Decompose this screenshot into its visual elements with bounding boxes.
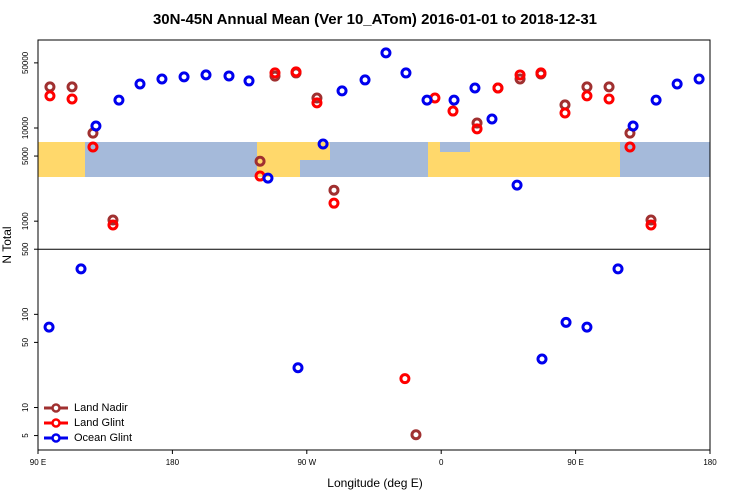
point [311,97,323,109]
point [560,316,572,328]
point [447,105,459,117]
point [43,321,55,333]
point [317,138,329,150]
point [645,219,657,231]
point [223,70,235,82]
y-tick-label: 10 [21,403,30,412]
y-tick-label: 10000 [21,116,30,139]
point [134,78,146,90]
point [113,94,125,106]
point [471,117,483,129]
point [336,85,348,97]
point [156,73,168,85]
point [410,429,422,441]
point [66,93,78,105]
x-tick-label: 0 [439,458,444,467]
x-tick-label: 90 E [30,458,46,467]
legend-label: Ocean Glint [74,432,132,444]
point [254,155,266,167]
point [627,120,639,132]
point [492,82,504,94]
y-tick-label: 50 [21,337,30,346]
point [559,107,571,119]
legend-label: Land Nadir [74,402,128,414]
point [471,123,483,135]
point [66,81,78,93]
point [290,66,302,78]
point [200,69,212,81]
x-tick-label: 180 [166,458,180,467]
point [380,47,392,59]
point [87,141,99,153]
point [399,373,411,385]
y-tick-label: 500 [21,242,30,256]
y-tick-label: 5 [21,433,30,438]
point [107,219,119,231]
point [243,75,255,87]
legend-marker [51,433,61,443]
legend-label: Land Glint [74,417,124,429]
point [603,93,615,105]
point [90,120,102,132]
point [44,90,56,102]
x-tick-label: 90 W [297,458,316,467]
point [469,82,481,94]
point [400,67,412,79]
point [514,73,526,85]
point [581,90,593,102]
point [536,353,548,365]
point [311,92,323,104]
plot-frame [37,39,711,451]
point [448,94,460,106]
point [624,141,636,153]
point [178,71,190,83]
point [292,362,304,374]
y-tick-label: 50000 [21,51,30,74]
chart-title: 30N-45N Annual Mean (Ver 10_ATom) 2016-0… [153,11,597,28]
point [486,113,498,125]
x-tick-label: 180 [703,458,717,467]
x-axis-label: Longitude (deg E) [327,476,422,490]
point [75,263,87,275]
point [603,81,615,93]
point [269,67,281,79]
point [421,94,433,106]
point [44,81,56,93]
point [107,214,119,226]
map-band [38,142,710,177]
point [645,214,657,226]
point [262,172,274,184]
point [328,184,340,196]
point [671,78,683,90]
y-axis-label: N Total [0,226,14,263]
point [359,74,371,86]
point [650,94,662,106]
point [612,263,624,275]
legend-marker [51,418,61,428]
y-tick-label: 5000 [21,147,30,165]
legend-marker [51,403,61,413]
point [535,67,547,79]
point [693,73,705,85]
point [511,179,523,191]
y-tick-label: 1000 [21,212,30,230]
y-tick-label: 100 [21,307,30,321]
point [328,197,340,209]
point [514,69,526,81]
x-tick-label: 90 E [567,458,583,467]
point [581,321,593,333]
point [581,81,593,93]
